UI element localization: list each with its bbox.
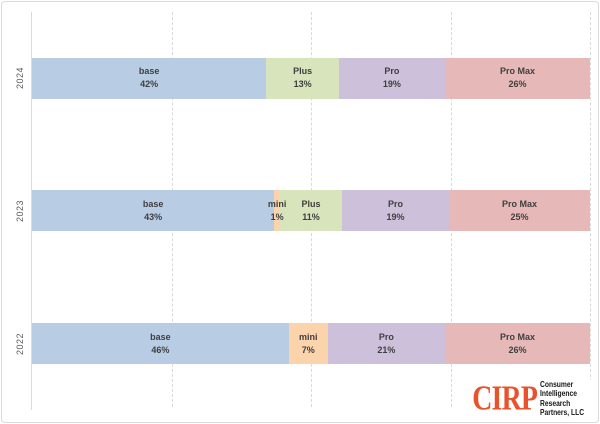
segment-percent: 42%: [140, 79, 159, 90]
segment-label: Pro 19%: [387, 198, 405, 224]
segment-percent: 13%: [293, 79, 312, 90]
segment-name: Pro Max: [499, 66, 535, 77]
segment-name: Pro Max: [502, 198, 538, 209]
cirp-logo: CIRP Consumer Intelligence Research Part…: [456, 380, 592, 418]
segment-2024-pro-max: Pro Max 26%: [444, 57, 590, 99]
segment-name: Pro: [378, 331, 394, 342]
logo-line: Consumer: [539, 379, 573, 389]
year-band-2022: 2022 base 46% mini 7% Pro 21% Pro Max 26%: [15, 277, 591, 410]
segment-percent: 7%: [301, 344, 315, 355]
segment-label: Pro 21%: [377, 331, 395, 357]
segment-name: Plus: [293, 66, 313, 77]
segment-2022-mini: mini 7%: [288, 323, 328, 365]
year-axis-label: 2022: [15, 332, 26, 355]
stacked-bar-2023: base 43% mini 1% Plus 11% Pro 19% Pro Max 25%: [32, 190, 590, 232]
segment-percent: 19%: [386, 211, 405, 222]
segment-percent: 25%: [510, 211, 529, 222]
segment-label: Plus 11%: [301, 198, 320, 224]
segment-2023-plus: Plus 11%: [280, 190, 342, 232]
logo-line: Intelligence: [539, 389, 577, 399]
segment-name: base: [142, 198, 164, 209]
segment-2022-pro: Pro 21%: [327, 323, 445, 365]
segment-percent: 26%: [508, 79, 527, 90]
segment-name: mini: [267, 198, 287, 209]
segment-name: Plus: [301, 198, 321, 209]
segment-2022-pro-max: Pro Max 26%: [444, 323, 591, 365]
segment-label: Plus 13%: [293, 65, 312, 91]
segment-label: base 42%: [139, 65, 160, 91]
segment-label: mini 1%: [268, 198, 287, 224]
cirp-logo-text: Consumer Intelligence Research Partners,…: [540, 380, 584, 418]
segment-percent: 21%: [377, 344, 396, 355]
segment-2023-base: base 43%: [32, 190, 275, 232]
segment-percent: 1%: [270, 211, 284, 222]
segment-label: base 46%: [150, 331, 171, 357]
gridline-100pct: [590, 12, 591, 407]
segment-name: base: [150, 331, 171, 342]
segment-2023-pro-max: Pro Max 25%: [449, 190, 590, 232]
plot-area: 2024 base 42% Plus 13% Pro 19% Pro Max 26% 2023 ba…: [15, 12, 591, 410]
segment-name: Pro Max: [499, 331, 535, 342]
segment-name: base: [138, 66, 160, 77]
segment-2024-base: base 42%: [32, 57, 267, 99]
segment-percent: 43%: [144, 211, 163, 222]
segment-name: Pro: [388, 198, 404, 209]
segment-percent: 11%: [302, 211, 320, 222]
segment-label: Pro Max 25%: [502, 198, 537, 224]
segment-label: Pro Max 26%: [500, 331, 535, 357]
year-band-2024: 2024 base 42% Plus 13% Pro 19% Pro Max 26%: [15, 12, 590, 145]
segment-2024-pro: Pro 19%: [338, 57, 445, 99]
segment-name: mini: [298, 331, 318, 342]
segment-percent: 46%: [151, 344, 170, 355]
segment-name: Pro: [384, 66, 400, 77]
segment-percent: 26%: [508, 344, 527, 355]
segment-percent: 19%: [382, 79, 401, 90]
segment-label: mini 7%: [299, 331, 318, 357]
segment-2023-mini: mini 1%: [268, 190, 286, 232]
stacked-bar-2024: base 42% Plus 13% Pro 19% Pro Max 26%: [32, 57, 590, 99]
year-axis-label: 2024: [15, 67, 26, 90]
year-axis-label: 2023: [15, 199, 26, 222]
logo-line: Research: [539, 398, 570, 408]
segment-label: base 43%: [143, 198, 164, 224]
segment-label: Pro Max 26%: [500, 65, 535, 91]
logo-line: Partners, LLC: [539, 408, 584, 418]
cirp-wordmark: CIRP: [472, 379, 539, 418]
segment-2023-pro: Pro 19%: [342, 190, 450, 232]
segment-2024-plus: Plus 13%: [266, 57, 339, 99]
stacked-bar-2022: base 46% mini 7% Pro 21% Pro Max 26%: [32, 323, 591, 365]
year-band-2023: 2023 base 43% mini 1% Plus 11% Pro 19% Pro Max 25%: [15, 145, 590, 278]
segment-2022-base: base 46%: [32, 323, 289, 365]
segment-label: Pro 19%: [383, 65, 401, 91]
